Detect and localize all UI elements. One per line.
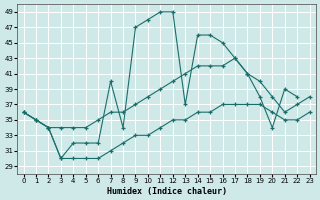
- X-axis label: Humidex (Indice chaleur): Humidex (Indice chaleur): [107, 187, 227, 196]
